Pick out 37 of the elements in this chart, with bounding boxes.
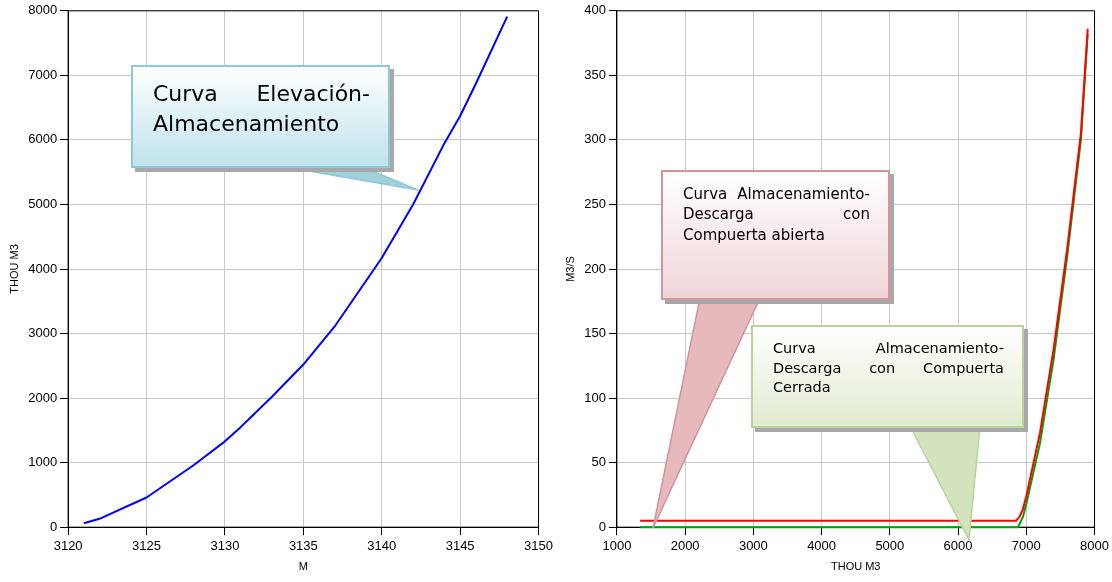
x-tick-label: 3140 (367, 537, 397, 553)
x-tick-label: 3145 (445, 537, 475, 553)
x-tick-label: 3130 (210, 537, 240, 553)
y-tick-label: 6000 (28, 131, 58, 147)
y-tick-label: 0 (49, 518, 58, 534)
y-tick-label: 0 (598, 518, 606, 534)
x-tick-label: 4000 (807, 537, 837, 553)
y-tick-label: 150 (584, 325, 606, 341)
x-axis-title: M (298, 560, 308, 573)
y-tick-label: 300 (584, 131, 606, 147)
y-tick-label: 50 (591, 454, 606, 470)
x-tick-label: 6000 (943, 537, 973, 553)
y-tick-label: 100 (584, 389, 606, 405)
y-axis-title: THOU M3 (7, 244, 20, 294)
y-axis-title: M3/S (563, 256, 576, 282)
x-tick-label: 2000 (670, 537, 700, 553)
x-tick-label: 3120 (53, 537, 83, 553)
x-tick-label: 1000 (602, 537, 632, 553)
x-tick-label: 3135 (288, 537, 318, 553)
y-tick-label: 2000 (28, 389, 58, 405)
y-tick-label: 250 (584, 196, 606, 212)
y-tick-label: 5000 (28, 196, 58, 212)
x-tick-label: 3150 (524, 537, 553, 553)
x-tick-label: 5000 (875, 537, 905, 553)
x-tick-label: 7000 (1011, 537, 1041, 553)
x-axis-title: THOU M3 (830, 560, 881, 573)
y-tick-label: 4000 (28, 260, 58, 276)
y-tick-label: 1000 (28, 454, 58, 470)
x-tick-label: 3000 (738, 537, 768, 553)
y-tick-label: 7000 (28, 66, 58, 82)
x-tick-label: 3125 (132, 537, 161, 553)
y-tick-label: 8000 (28, 2, 58, 18)
x-tick-label: 8000 (1080, 537, 1109, 553)
y-tick-label: 350 (584, 66, 606, 82)
y-tick-label: 3000 (28, 325, 58, 341)
y-tick-label: 400 (584, 2, 606, 18)
y-tick-label: 200 (584, 260, 606, 276)
